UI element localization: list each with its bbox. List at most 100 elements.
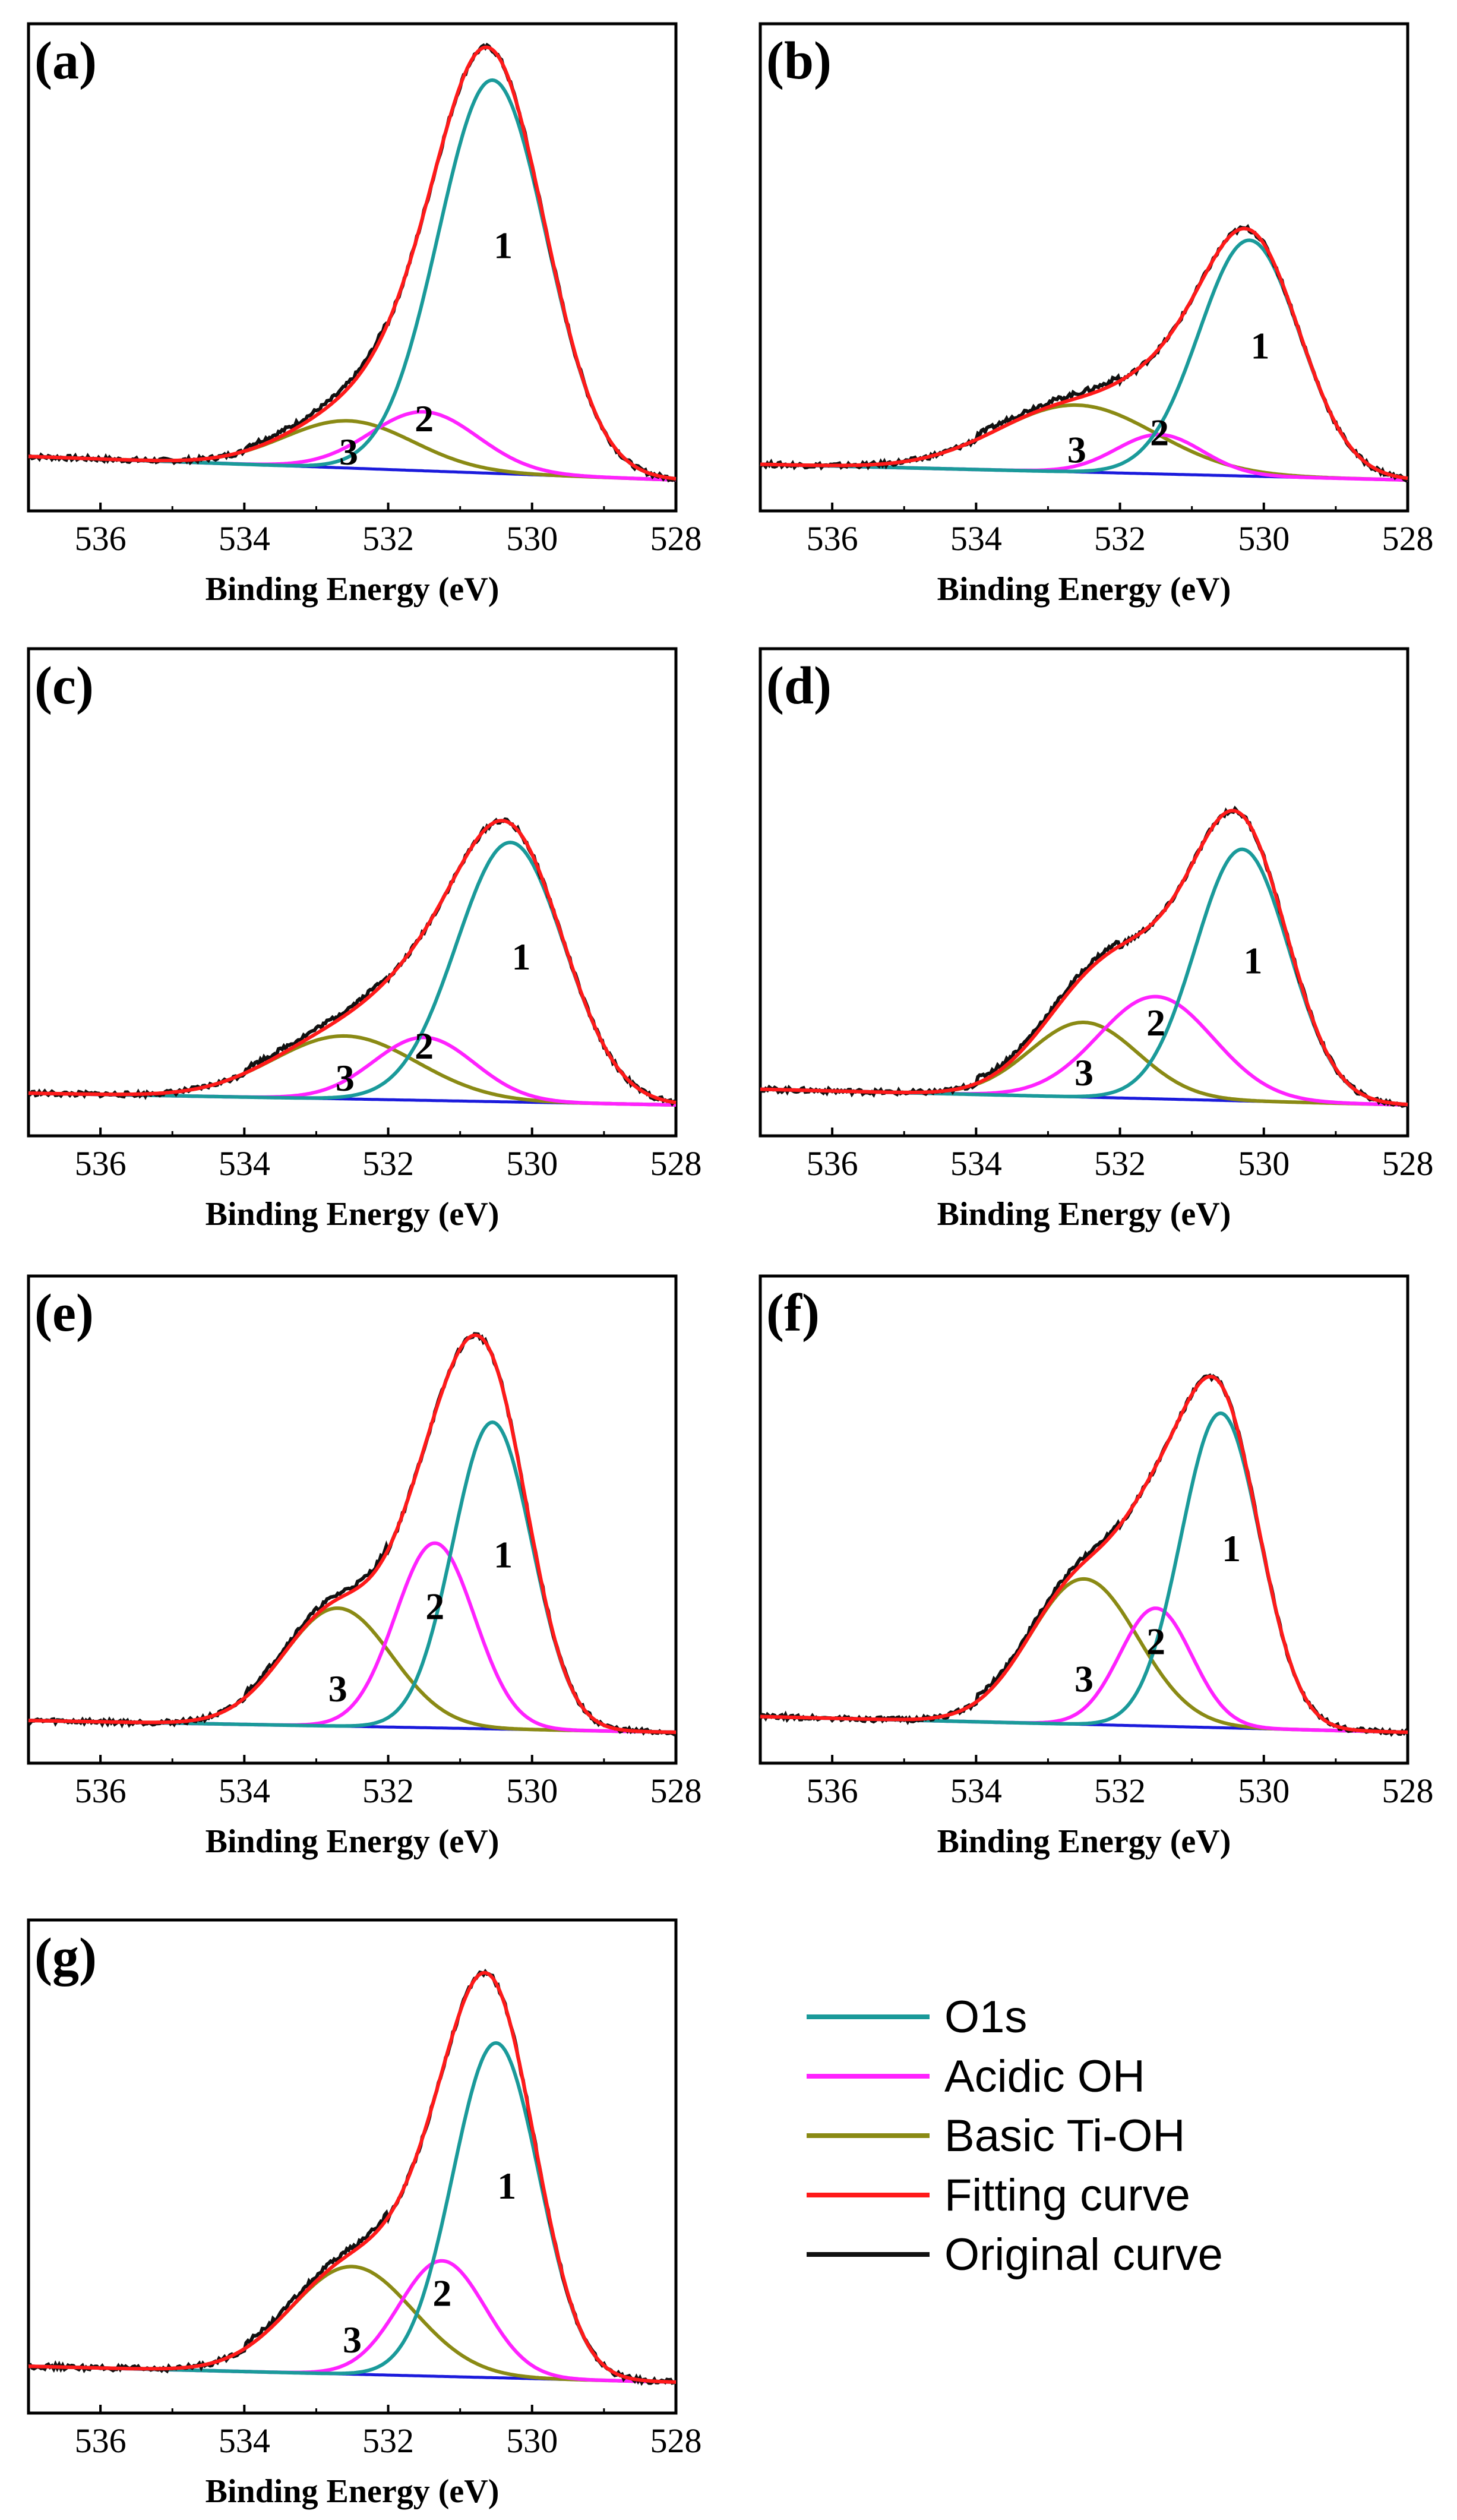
x-tick-label: 530 (506, 1771, 558, 1810)
x-tick-label: 534 (219, 519, 270, 558)
series-fit (760, 809, 1408, 1107)
x-tick-label: 534 (950, 1144, 1002, 1183)
peak-label-1: 1 (497, 2165, 516, 2207)
x-tick-label: 530 (506, 2421, 558, 2460)
legend-label-acidic: Acidic OH (944, 2051, 1145, 2102)
peak-label-2: 2 (415, 1025, 434, 1067)
panel-label: (g) (34, 1928, 97, 1987)
x-tick-label: 528 (650, 519, 702, 558)
x-tick-label: 532 (1094, 519, 1146, 558)
x-tick-label: 534 (950, 519, 1002, 558)
x-tick-label: 532 (1094, 1144, 1146, 1183)
x-tick-label: 532 (362, 2421, 414, 2460)
panel-f: 536 534 532 530 528 Binding Energy (eV) (f) 1 2 3 (758, 1274, 1434, 1860)
plot-frame (27, 1918, 678, 2415)
x-tick-label: 528 (1382, 519, 1434, 558)
panel-label: (b) (766, 31, 832, 90)
x-tick-label: 536 (807, 1144, 858, 1183)
x-tick-label: 528 (650, 1771, 702, 1810)
legend-label-fit: Fitting curve (944, 2170, 1190, 2221)
series-fit (760, 1375, 1408, 1734)
series-original (28, 42, 677, 483)
x-tick-label: 536 (75, 1771, 127, 1810)
panel-b: 536 534 532 530 528 Binding Energy (eV) (b) 1 2 3 (758, 22, 1434, 608)
panel-label: (a) (34, 31, 97, 90)
legend: O1s Acidic OH Basic Ti-OH Fitting curve Orig… (807, 1992, 1223, 2280)
peak-label-1: 1 (1251, 324, 1270, 367)
x-axis-title: Binding Energy (eV) (206, 1823, 500, 1860)
panel-label: (e) (34, 1284, 94, 1343)
panel-label: (f) (766, 1284, 820, 1343)
x-tick-label: 536 (807, 1771, 858, 1810)
x-tick-label: 534 (219, 1144, 270, 1183)
series-fit (28, 1333, 677, 1734)
peak-label-2: 2 (1146, 1621, 1165, 1663)
plot-frame (758, 647, 1409, 1138)
x-tick-label: 536 (807, 519, 858, 558)
x-tick-label: 532 (362, 1144, 414, 1183)
peak-label-3: 3 (328, 1668, 347, 1710)
peak-label-1: 1 (511, 936, 530, 978)
x-tick-label: 532 (362, 519, 414, 558)
peak-label-3: 3 (1074, 1657, 1093, 1700)
peak-label-2: 2 (425, 1586, 444, 1628)
series-o1s (28, 1420, 677, 1734)
panel-g: 536 534 532 530 528 Binding Energy (eV) (g) 1 2 3 (27, 1918, 702, 2510)
peak-label-1: 1 (1222, 1527, 1241, 1570)
x-tick-label: 534 (950, 1771, 1002, 1810)
x-tick-label: 536 (75, 1144, 127, 1183)
x-tick-label: 536 (75, 519, 127, 558)
plot-frame (27, 1274, 678, 1765)
peak-label-3: 3 (1067, 429, 1086, 471)
peak-label-1: 1 (494, 224, 513, 266)
peak-label-3: 3 (336, 1057, 355, 1099)
x-axis-title: Binding Energy (eV) (206, 571, 500, 608)
peak-label-2: 2 (432, 2272, 451, 2314)
peak-label-1: 1 (1243, 940, 1262, 982)
plot-frame (758, 22, 1409, 513)
panel-d: 536 534 532 530 528 Binding Energy (eV) (d) 1 2 3 (758, 647, 1434, 1233)
x-axis-title: Binding Energy (eV) (206, 1196, 500, 1233)
legend-label-original: Original curve (944, 2230, 1223, 2280)
peak-label-3: 3 (339, 431, 358, 473)
series-original (27, 1332, 678, 1737)
x-tick-label: 528 (650, 1144, 702, 1183)
plot-frame (27, 647, 678, 1138)
peak-label-2: 2 (415, 397, 434, 440)
peak-label-2: 2 (1150, 411, 1169, 453)
x-tick-label: 534 (219, 2421, 270, 2460)
series-fit (28, 819, 677, 1104)
x-tick-label: 532 (1094, 1771, 1146, 1810)
x-axis-title: Binding Energy (eV) (937, 1823, 1231, 1860)
x-tick-label: 530 (1238, 1771, 1290, 1810)
series-o1s (28, 78, 677, 481)
x-tick-label: 530 (1238, 1144, 1290, 1183)
x-axis-title: Binding Energy (eV) (937, 1196, 1231, 1233)
x-axis-title: Binding Energy (eV) (937, 571, 1231, 608)
panel-label: (c) (34, 656, 94, 715)
peak-label-3: 3 (343, 2319, 362, 2361)
plot-frame (758, 1274, 1409, 1765)
panel-a: 536 534 532 530 528 Binding Energy (eV) (a) 1 2 3 (27, 22, 702, 608)
legend-label-basic: Basic Ti-OH (944, 2111, 1185, 2161)
legend-label-o1s: O1s (944, 1992, 1027, 2042)
x-tick-label: 530 (506, 1144, 558, 1183)
peak-label-1: 1 (494, 1533, 513, 1575)
x-tick-label: 528 (1382, 1771, 1434, 1810)
x-tick-label: 528 (650, 2421, 702, 2460)
x-tick-label: 530 (1238, 519, 1290, 558)
panel-c: 536 534 532 530 528 Binding Energy (eV) (c) 1 2 3 (27, 647, 702, 1233)
x-tick-label: 534 (219, 1771, 270, 1810)
x-tick-label: 532 (362, 1771, 414, 1810)
x-axis-title: Binding Energy (eV) (206, 2473, 500, 2510)
panel-label: (d) (766, 656, 832, 715)
peak-label-3: 3 (1074, 1051, 1093, 1094)
plot-frame (27, 22, 678, 513)
series-basic (28, 1606, 677, 1734)
panel-e: 536 534 532 530 528 Binding Energy (eV) (e) 1 2 3 (27, 1274, 702, 1860)
x-tick-label: 536 (75, 2421, 127, 2460)
series-fit (760, 226, 1408, 481)
peak-label-2: 2 (1146, 1002, 1165, 1044)
series-fit (29, 1970, 677, 2384)
